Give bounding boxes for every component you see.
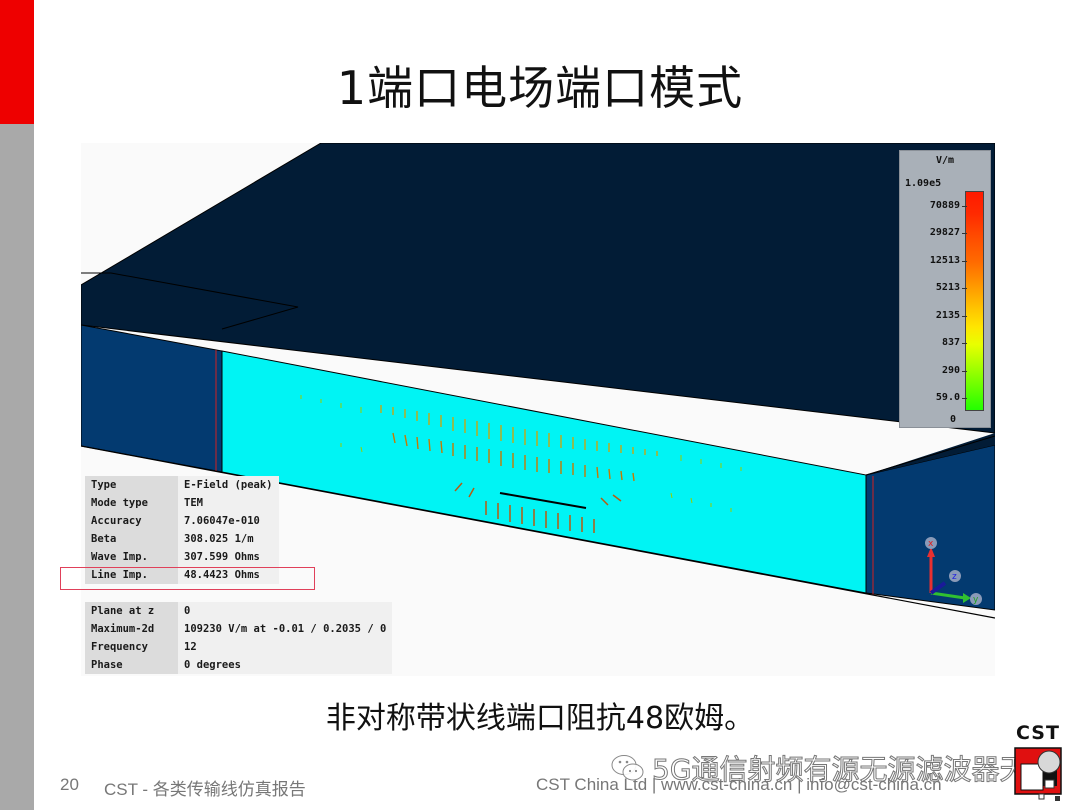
info-key: Beta (85, 530, 178, 548)
info-key: Maximum-2d (85, 620, 178, 638)
table-row: Maximum-2d 109230 V/m at -0.01 / 0.2035 /… (85, 620, 393, 638)
info-key: Frequency (85, 638, 178, 656)
color-legend: V/m 1.09e5 70889 29827 12513 5213 2135 8… (899, 150, 991, 428)
legend-tick: 59.0 (900, 392, 967, 403)
legend-max: 1.09e5 (905, 178, 942, 189)
legend-tick: 70889 (900, 200, 967, 211)
info-key: Wave Imp. (85, 548, 178, 566)
cst-logo: CST (1005, 722, 1071, 806)
port-info-table: Type E-Field (peak) Mode type TEM Accuracy… (85, 476, 279, 584)
info-key: Line Imp. (85, 566, 178, 584)
legend-min: 0 (950, 414, 957, 425)
table-row: Phase 0 degrees (85, 656, 393, 674)
info-value: E-Field (peak) (178, 476, 279, 494)
svg-text:x: x (928, 539, 934, 549)
cst-cube-icon (1014, 747, 1062, 801)
page-number: 20 (60, 775, 79, 794)
line-impedance-value: 48.4423 Ohms (178, 566, 279, 584)
accent-bar (0, 0, 34, 124)
legend-color-bar (965, 191, 984, 411)
info-value: TEM (178, 494, 279, 512)
info-value: 0 (178, 602, 393, 620)
legend-unit: V/m (935, 155, 955, 166)
info-key: Plane at z (85, 602, 178, 620)
stripline-port-scene: x z y (81, 143, 995, 676)
info-value: 7.06047e-010 (178, 512, 279, 530)
table-row: Frequency 12 (85, 638, 393, 656)
legend-tick: 29827 (900, 227, 967, 238)
table-row: Wave Imp. 307.599 Ohms (85, 548, 279, 566)
watermark-text: 5G通信射频有源无源滤波器天线 (652, 753, 1057, 787)
svg-text:y: y (973, 595, 979, 605)
table-row: Type E-Field (peak) (85, 476, 279, 494)
legend-tick: 290 (900, 365, 967, 376)
info-key: Type (85, 476, 178, 494)
3d-viewport[interactable]: x z y V/m 1.09e5 70889 29827 12513 5213 … (81, 143, 995, 676)
info-key: Mode type (85, 494, 178, 512)
logo-text: CST (1016, 722, 1060, 744)
info-value: 307.599 Ohms (178, 548, 279, 566)
side-bar (0, 124, 34, 810)
info-value: 109230 V/m at -0.01 / 0.2035 / 0 (178, 620, 393, 638)
slide-caption: 非对称带状线端口阻抗48欧姆。 (325, 701, 755, 736)
wechat-icon (611, 755, 644, 781)
axis-triad: x z y (925, 537, 982, 605)
legend-tick: 2135 (900, 310, 967, 321)
e-field-arrows (300, 395, 742, 533)
info-key: Phase (85, 656, 178, 674)
footer-title: CST - 各类传输线仿真报告 (104, 780, 306, 799)
table-row: Mode type TEM (85, 494, 279, 512)
legend-tick: 837 (900, 337, 967, 348)
table-row: Line Imp. 48.4423 Ohms (85, 566, 279, 584)
table-row: Beta 308.025 1/m (85, 530, 279, 548)
footer-company: CST China Ltd | www.cst-china.cn | info@… (536, 775, 942, 794)
line-impedance-highlight (60, 567, 315, 590)
info-value: 0 degrees (178, 656, 393, 674)
slide-title: 1端口电场端口模式 (336, 61, 744, 115)
table-row: Accuracy 7.06047e-010 (85, 512, 279, 530)
svg-text:z: z (952, 572, 957, 582)
info-key: Accuracy (85, 512, 178, 530)
info-value: 12 (178, 638, 393, 656)
legend-tick: 12513 (900, 255, 967, 266)
legend-tick: 5213 (900, 282, 967, 293)
watermark: 5G通信射频有源无源滤波器天线 (610, 748, 1056, 788)
info-value: 308.025 1/m (178, 530, 279, 548)
